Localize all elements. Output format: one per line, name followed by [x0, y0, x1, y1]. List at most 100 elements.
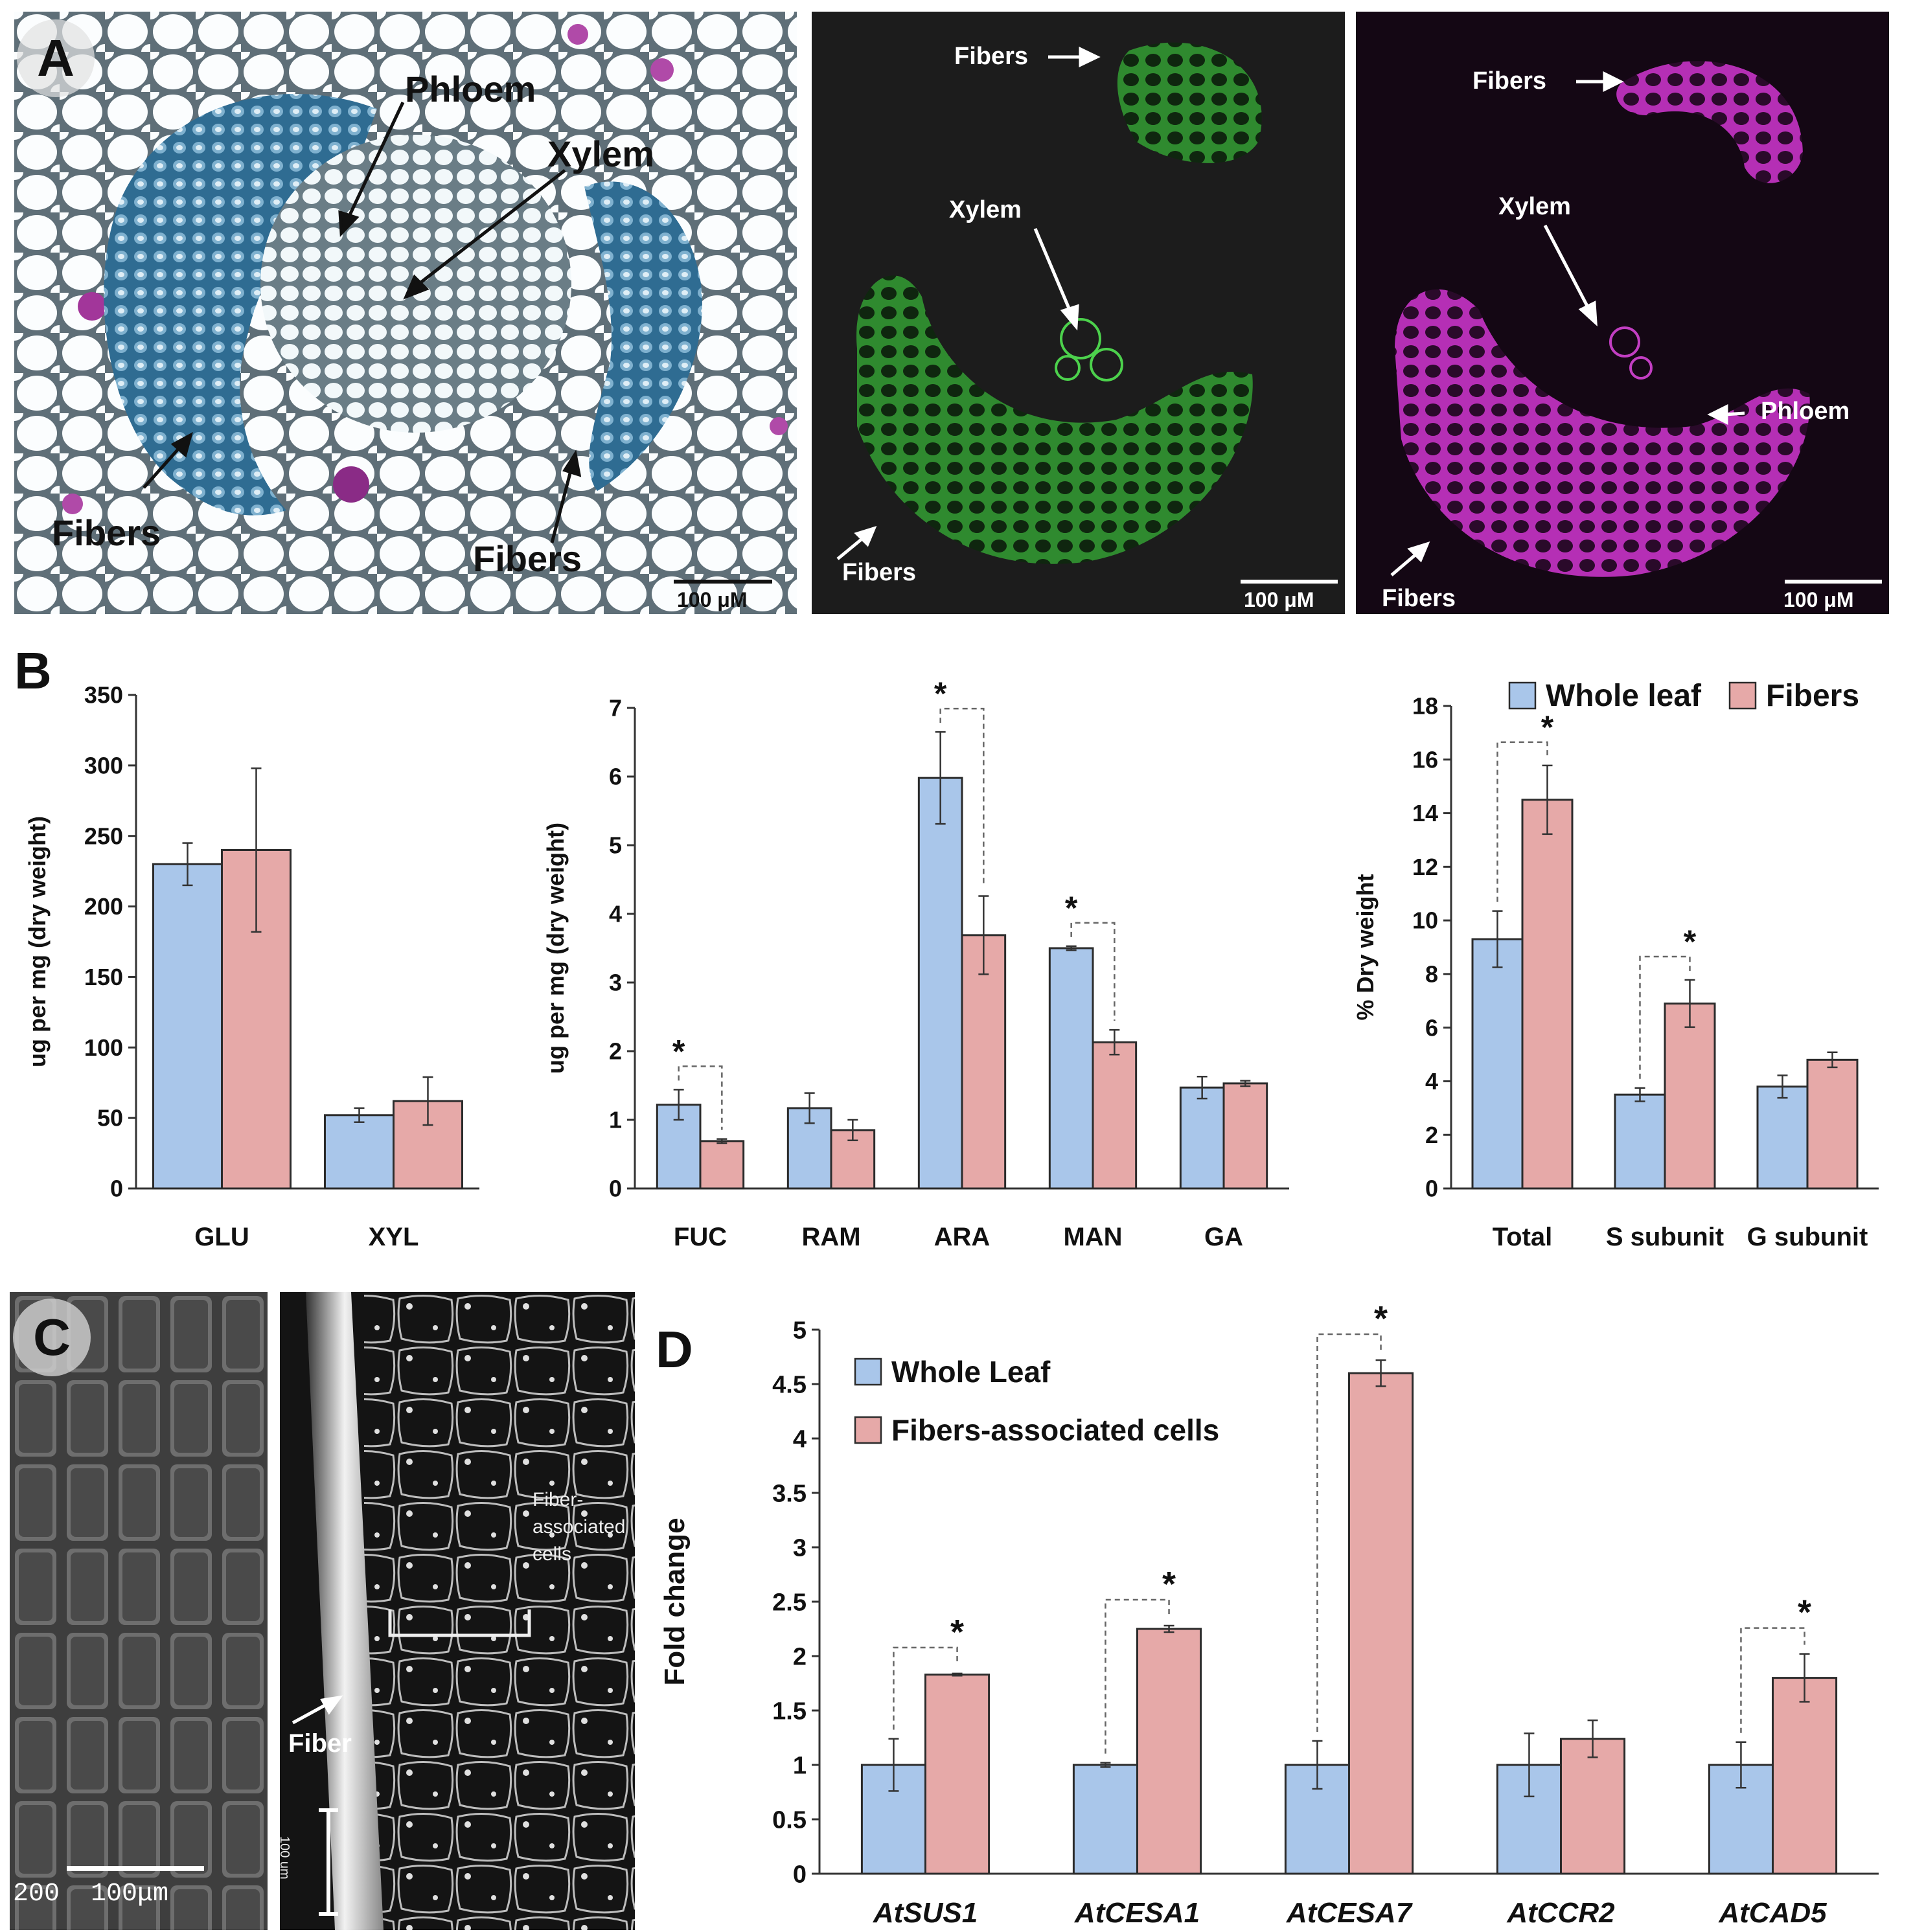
- significance-bracket: [939, 707, 985, 887]
- y-tick-label: 0: [609, 1176, 622, 1202]
- significance-bracket: [1316, 1333, 1382, 1733]
- bar-series1-ara: [917, 777, 963, 1190]
- y-axis-title: ug per mg (dry weight): [542, 823, 569, 1074]
- significance-star: *: [672, 1033, 685, 1069]
- y-tick-label: 300: [84, 752, 123, 778]
- significance-bracket: [1740, 1627, 1805, 1733]
- bar-series1-man: [1048, 947, 1094, 1190]
- legend-label-2: Fibers-associated cells: [891, 1413, 1219, 1447]
- fibers-label-right: Fibers: [473, 538, 582, 579]
- y-tick-label: 14: [1412, 800, 1438, 826]
- y-tick-label: 2: [1425, 1122, 1438, 1148]
- x-category-label: AtSUS1: [873, 1897, 978, 1929]
- bar-fibers-associated-cells-atcad5: [1772, 1677, 1838, 1875]
- y-tick-label: 150: [84, 964, 123, 990]
- histology-cross-section: [14, 12, 797, 614]
- y-tick-label: 2.5: [772, 1589, 807, 1616]
- y-tick-label: 3: [793, 1534, 807, 1562]
- y-tick-label: 4: [1425, 1068, 1438, 1095]
- y-tick-label: 1: [609, 1107, 622, 1133]
- panel-letter-d: D: [656, 1321, 693, 1378]
- y-tick-label: 100: [84, 1034, 123, 1061]
- x-category-label: G subunit: [1747, 1223, 1868, 1251]
- y-tick-label: 1: [793, 1752, 807, 1779]
- y-tick-label: 2: [609, 1038, 622, 1065]
- y-axis-title: ug per mg (dry weight): [24, 816, 51, 1067]
- bar-fibers-associated-cells-atsus1: [924, 1674, 991, 1875]
- y-tick-label: 8: [1425, 960, 1438, 987]
- significance-star: *: [1065, 890, 1078, 926]
- fibers-label-magenta-top: Fibers: [1472, 67, 1547, 95]
- xylem-label-magenta: Xylem: [1498, 193, 1571, 220]
- x-category-label: AtCCR2: [1506, 1897, 1615, 1929]
- legend-label-2: Fibers: [1766, 679, 1859, 713]
- y-tick-label: 6: [1425, 1014, 1438, 1041]
- y-tick-label: 7: [609, 695, 622, 722]
- xylem-label: Xylem: [547, 133, 654, 174]
- vertical-scale-label: 100 um: [277, 1836, 292, 1880]
- legend-swatch-2: [854, 1416, 882, 1444]
- y-tick-label: 0: [1425, 1176, 1438, 1202]
- x-category-label: AtCAD5: [1718, 1897, 1827, 1929]
- y-tick-label: 16: [1412, 746, 1438, 773]
- significance-star: *: [1541, 709, 1554, 745]
- x-category-label: Total: [1493, 1223, 1553, 1251]
- fibers-label-green-bottom: Fibers: [842, 559, 917, 586]
- bar-series1-xyl: [324, 1114, 395, 1190]
- histology-image: [14, 12, 797, 614]
- x-category-label: S subunit: [1606, 1223, 1724, 1251]
- phloem-label-magenta: Phloem: [1761, 398, 1850, 425]
- x-category-label: ARA: [934, 1223, 991, 1251]
- scale-bar-label-green: 100 μM: [1244, 588, 1314, 611]
- fibers-label-left: Fibers: [52, 512, 161, 553]
- y-tick-label: 1.5: [772, 1698, 807, 1725]
- bar-fibers-associated-cells-atccr2: [1560, 1738, 1626, 1875]
- fiber-label: Fiber: [288, 1729, 352, 1758]
- magenta-fluorescence-svg: [1390, 61, 1882, 584]
- legend-swatch-2: [1728, 681, 1757, 710]
- y-tick-label: 4.5: [772, 1371, 807, 1398]
- green-fluorescence-svg: [836, 42, 1338, 584]
- y-tick-label: 12: [1412, 854, 1438, 880]
- y-tick-label: 5: [793, 1317, 807, 1344]
- panel-letter-c: C: [13, 1299, 91, 1376]
- panel-letter-b: B: [14, 642, 52, 699]
- bar-series2-ga: [1222, 1082, 1268, 1190]
- y-tick-label: 50: [97, 1105, 123, 1131]
- bar-series1-ga: [1179, 1086, 1225, 1190]
- y-tick-label: 0: [110, 1176, 123, 1202]
- sem-svg: [10, 1292, 268, 1930]
- y-tick-label: 4: [793, 1426, 807, 1453]
- legend-swatch-1: [854, 1358, 882, 1386]
- sem-image: [10, 1292, 268, 1930]
- y-tick-label: 3.5: [772, 1480, 807, 1507]
- chart-b2-minor-sugars: 0 1 2 3 4 5 6 7 ug per mg (dry weight) FUC * RAM ARA…: [542, 680, 1289, 1251]
- y-tick-label: 10: [1412, 907, 1438, 934]
- x-category-label: MAN: [1063, 1223, 1122, 1251]
- y-axis-title: Fold change: [661, 1517, 691, 1685]
- y-tick-label: 0: [793, 1861, 807, 1888]
- chart-b1-sugars-glu-xyl: 0 50 100 150 200 250 300 350 ug per mg (dry weig…: [24, 682, 479, 1251]
- scale-bar-label: 100 μM: [677, 588, 748, 611]
- bar-whole-leaf-atcesa1: [1072, 1764, 1139, 1875]
- legend-swatch-1: [1508, 681, 1537, 710]
- x-category-label: XYL: [369, 1223, 419, 1251]
- x-category-label: FUC: [674, 1223, 727, 1251]
- magenta-fluorescence-image: [1356, 12, 1889, 614]
- significance-star: *: [1798, 1593, 1811, 1632]
- y-tick-label: 4: [609, 901, 622, 927]
- x-category-label: AtCESA7: [1286, 1897, 1414, 1929]
- xylem-label-green: Xylem: [949, 196, 1022, 223]
- significance-star: *: [1162, 1565, 1176, 1604]
- green-fluorescence-image: [812, 12, 1345, 614]
- y-tick-label: 350: [84, 682, 123, 709]
- y-tick-label: 250: [84, 823, 123, 849]
- y-tick-label: 2: [793, 1643, 807, 1670]
- fibers-label-magenta-bottom: Fibers: [1382, 585, 1456, 612]
- fiber-fluorescence-svg: [292, 1292, 635, 1930]
- x-category-label: GA: [1204, 1223, 1243, 1251]
- bar-fibers-associated-cells-atcesa7: [1348, 1372, 1414, 1875]
- fiber-fluorescence-image: [280, 1292, 635, 1930]
- bar-fibers-total: [1521, 799, 1574, 1190]
- y-tick-label: 200: [84, 893, 123, 920]
